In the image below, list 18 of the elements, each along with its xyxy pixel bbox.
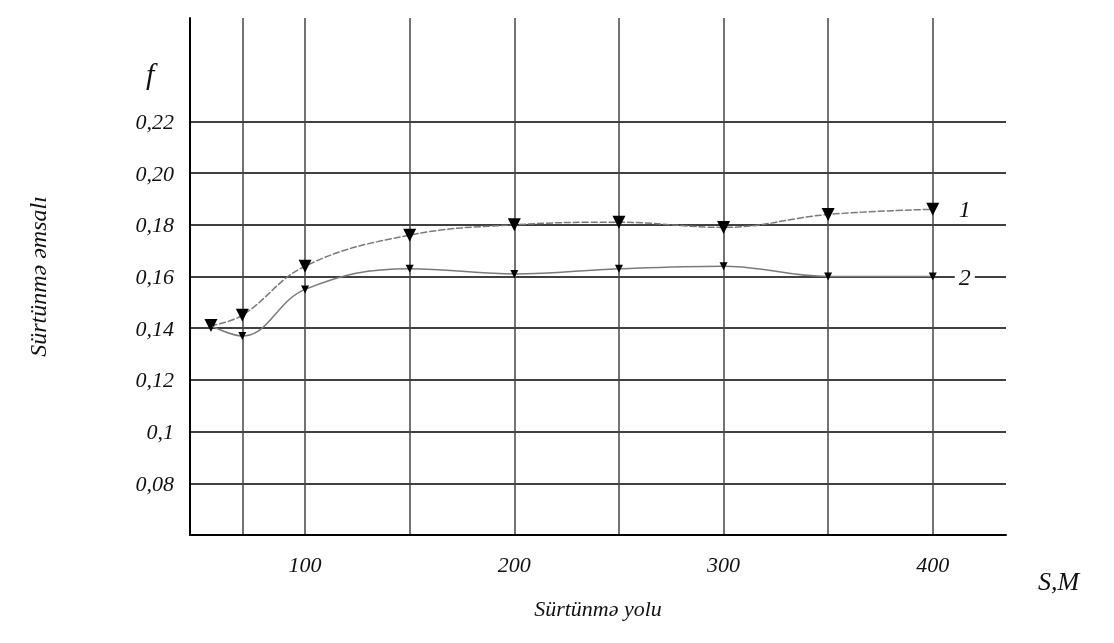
y-axis-title: Sürtünmə əmsalı (25, 196, 51, 357)
y-tick-label: 0,22 (135, 108, 174, 134)
text: f (146, 56, 158, 90)
y-tick-label: 0,12 (135, 367, 174, 393)
y-tick-label: 0,18 (135, 212, 174, 238)
text: S,M (1038, 566, 1081, 596)
series-label: 1 (958, 196, 971, 223)
y-tick-label: 0,08 (135, 470, 174, 496)
x-tick-label: 300 (706, 551, 741, 577)
y-tick-label: 0,1 (146, 419, 174, 445)
x-axis-title: Sürtünmə yolu (534, 595, 662, 621)
y-tick-label: 0,20 (135, 160, 174, 186)
y-tick-label: 0,16 (135, 264, 174, 289)
x-tick-label: 200 (497, 551, 531, 577)
y-tick-label: 0,14 (135, 315, 174, 341)
x-tick-label: 100 (288, 551, 322, 577)
series-label: 2 (958, 263, 971, 290)
x-tick-label: 400 (916, 551, 950, 577)
